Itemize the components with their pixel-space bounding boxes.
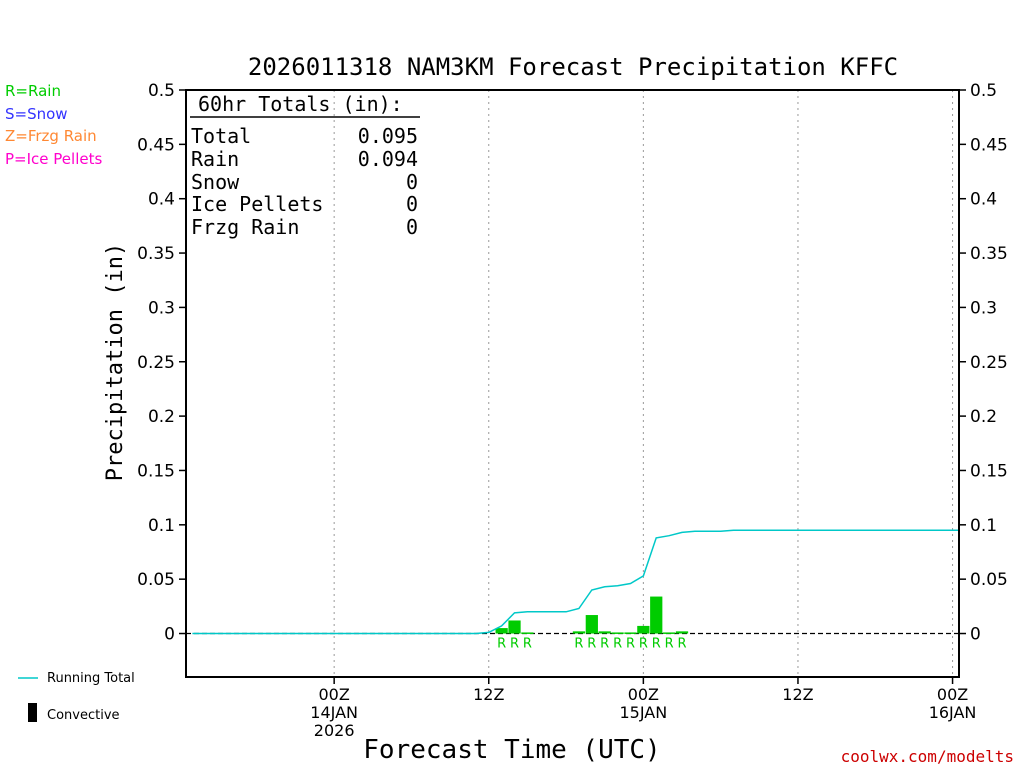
- x-axis-label: Forecast Time (UTC): [363, 735, 660, 765]
- y-tick-label-right: 0: [970, 625, 981, 645]
- y-tick-label-right: 0.1: [970, 516, 997, 536]
- precip-type-label: R: [626, 637, 635, 652]
- precip-type-label: R: [639, 637, 648, 652]
- precip-bar: [650, 596, 663, 634]
- y-tick-label-right: 0.2: [970, 407, 997, 427]
- y-tick-label-left: 0.45: [137, 135, 175, 155]
- y-tick-label-left: 0.2: [148, 407, 175, 427]
- y-tick-label-left: 0.5: [148, 81, 175, 101]
- totals-label-ice-pellets: Ice Pellets: [191, 192, 323, 216]
- convective-legend-label: Convective: [47, 708, 120, 723]
- x-tick-label: 14JAN: [310, 703, 358, 722]
- x-tick-label: 12Z: [782, 685, 813, 704]
- credit-text: coolwx.com/modelts: [841, 747, 1014, 766]
- precip-bar: [598, 631, 611, 634]
- y-tick-label-right: 0.25: [970, 353, 1008, 373]
- x-tick-label: 00Z: [318, 685, 349, 704]
- precip-type-label: R: [677, 637, 686, 652]
- precip-bar: [624, 632, 637, 634]
- precip-type-label: R: [574, 637, 583, 652]
- precip-type-label: R: [587, 637, 596, 652]
- precip-type-label: R: [600, 637, 609, 652]
- legend-snow: S=Snow: [5, 105, 68, 123]
- precip-bar: [508, 620, 521, 634]
- convective-legend-swatch: [28, 703, 37, 722]
- precip-bar: [611, 632, 624, 634]
- precip-bar: [637, 625, 650, 634]
- precip-bar: [675, 631, 689, 634]
- running-total-layer: [192, 529, 959, 635]
- y-tick-label-left: 0.35: [137, 244, 175, 264]
- running-total-legend-label: Running Total: [47, 671, 135, 686]
- grid: [186, 90, 959, 677]
- totals-value-rain: 0.094: [358, 147, 418, 171]
- totals-label-total: Total: [191, 124, 251, 148]
- totals-value-ice-pellets: 0: [406, 192, 418, 216]
- y-tick-label-left: 0.1: [148, 516, 175, 536]
- x-tick-label: 16JAN: [929, 703, 977, 722]
- y-tick-label-left: 0.05: [137, 570, 175, 590]
- y-tick-label-right: 0.35: [970, 244, 1008, 264]
- totals-label-rain: Rain: [191, 147, 239, 171]
- totals-value-snow: 0: [406, 170, 418, 194]
- precip-type-label: R: [613, 637, 622, 652]
- totals-value-frzg-rain: 0: [406, 215, 418, 239]
- y-tick-label-right: 0.4: [970, 190, 997, 210]
- totals-label-snow: Snow: [191, 170, 240, 194]
- y-tick-label-left: 0.4: [148, 190, 175, 210]
- x-tick-label: 15JAN: [619, 703, 667, 722]
- totals-box: 60hr Totals (in): Total 0.095 Rain 0.094…: [190, 92, 420, 239]
- legend-frzg-rain: Z=Frzg Rain: [5, 127, 97, 145]
- y-tick-label-left: 0.3: [148, 298, 175, 318]
- y-tick-label-right: 0.15: [970, 461, 1008, 481]
- x-tick-label: 2026: [314, 721, 355, 740]
- totals-label-frzg-rain: Frzg Rain: [191, 215, 299, 239]
- y-tick-label-right: 0.05: [970, 570, 1008, 590]
- precip-type-label: R: [665, 637, 674, 652]
- precip-bar: [495, 628, 508, 634]
- plot-frame: [185, 89, 960, 678]
- precip-bar: [585, 615, 598, 634]
- precip-type-label: R: [652, 637, 661, 652]
- precip-bar: [521, 632, 534, 634]
- y-tick-label-left: 0: [164, 625, 175, 645]
- y-axis: 0 00.05 0.050.1 0.10.15 0.150.2 0.20.25 0.250.…: [137, 81, 1008, 645]
- y-tick-label-right: 0.5: [970, 81, 997, 101]
- series-legend: Running Total Convective: [18, 671, 135, 723]
- legend-ice-pellets: P=Ice Pellets: [5, 150, 102, 168]
- precip-bar: [663, 632, 676, 634]
- x-tick-label: 00Z: [628, 685, 659, 704]
- x-tick-label: 00Z: [937, 685, 968, 704]
- y-tick-label-right: 0.3: [970, 298, 997, 318]
- chart-title: 2026011318 NAM3KM Forecast Precipitation…: [248, 53, 898, 81]
- totals-header: 60hr Totals (in):: [198, 92, 403, 116]
- precip-type-label: R: [497, 637, 506, 652]
- x-tick-label: 12Z: [473, 685, 504, 704]
- precip-type-legend: R=Rain S=Snow Z=Frzg Rain P=Ice Pellets: [5, 82, 102, 168]
- legend-rain: R=Rain: [5, 82, 61, 100]
- precip-bar: [572, 631, 586, 634]
- precip-type-label: R: [510, 637, 519, 652]
- running-total-line: [192, 529, 959, 635]
- y-tick-label-right: 0.45: [970, 135, 1008, 155]
- precip-type-label: R: [523, 637, 532, 652]
- y-axis-label: Precipitation (in): [103, 243, 128, 481]
- totals-value-total: 0.095: [358, 124, 418, 148]
- y-tick-label-left: 0.25: [137, 353, 175, 373]
- y-tick-label-left: 0.15: [137, 461, 175, 481]
